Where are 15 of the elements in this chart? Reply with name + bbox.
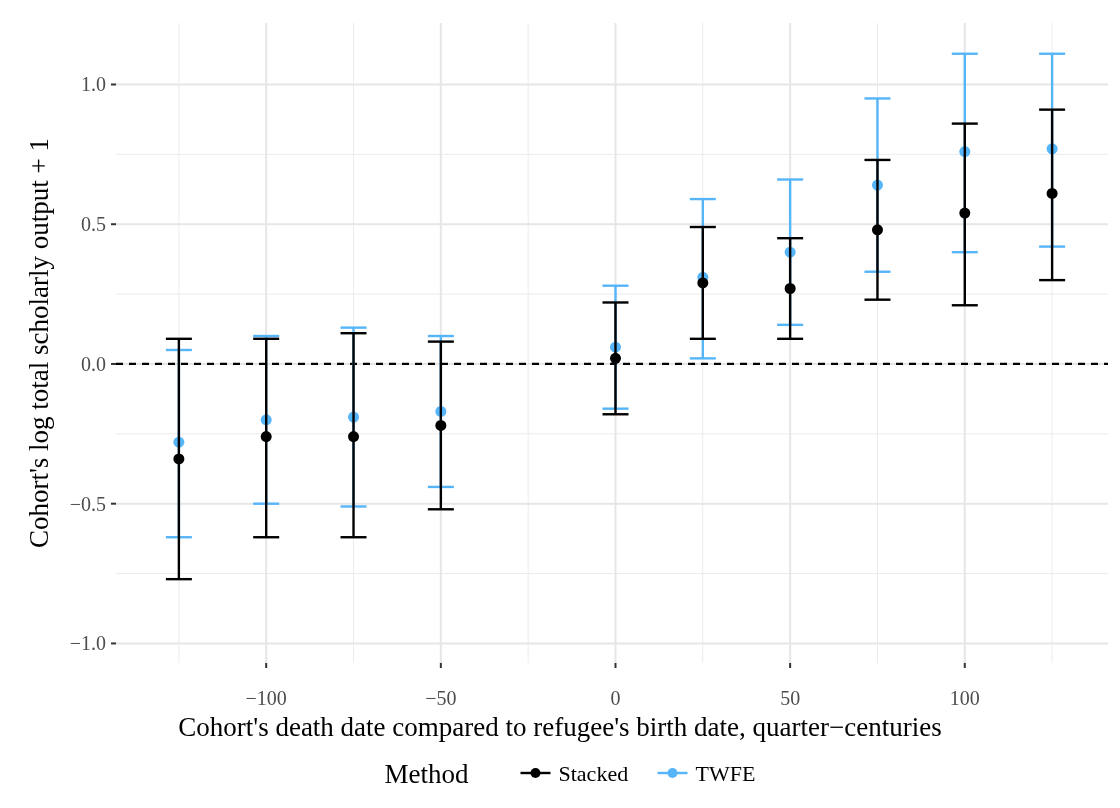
y-tick-label: 0.0 (81, 352, 106, 375)
y-tick-label: −1.0 (69, 632, 106, 655)
legend-label: TWFE (695, 760, 756, 786)
legend-title: Method (384, 759, 469, 789)
y-tick-label: −0.5 (69, 492, 106, 515)
y-tick-label: 0.5 (81, 213, 106, 236)
legend-label: Stacked (558, 760, 629, 786)
x-tick-label: −50 (425, 687, 457, 709)
x-tick-label: −100 (245, 687, 287, 709)
x-tick-label: 50 (780, 687, 801, 709)
x-tick-label: 100 (949, 687, 980, 709)
y-axis-title: Cohort's log total scholarly output + 1 (24, 137, 54, 549)
x-tick-label: 0 (610, 687, 621, 709)
y-tick-label: 1.0 (81, 73, 106, 96)
x-axis-title: Cohort's death date compared to refugee's birth date, quarter−centuries (178, 712, 942, 742)
